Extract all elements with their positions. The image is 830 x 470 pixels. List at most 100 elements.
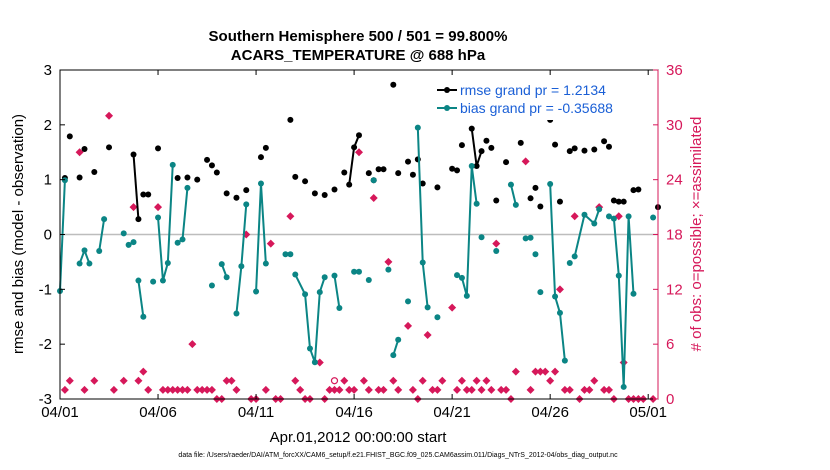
bias-point — [292, 271, 299, 278]
x-tick-label: 04/16 — [335, 404, 373, 421]
y2-tick-label: 0 — [666, 391, 674, 408]
bias-point — [208, 282, 215, 289]
rmse-point — [483, 137, 490, 144]
obs-count-marker — [448, 303, 457, 312]
rmse-point — [155, 145, 162, 152]
bias-line-segment — [59, 180, 66, 292]
obs-count-marker — [482, 376, 491, 385]
bias-point — [650, 214, 657, 221]
rmse-line-segment — [132, 154, 140, 220]
bias-point — [385, 266, 392, 273]
bias-point — [130, 239, 137, 246]
obs-count-marker — [502, 385, 511, 394]
obs-count-marker — [80, 385, 89, 394]
obs-count-marker — [590, 376, 599, 385]
legend: rmse grand pr = 1.2134 bias grand pr = -… — [434, 78, 656, 120]
x-axis-label: Apr.01,2012 00:00:00 start — [270, 429, 448, 446]
obs-count-marker — [232, 385, 241, 394]
bias-line-segment — [235, 204, 248, 314]
obs-count-marker — [227, 376, 236, 385]
obs-count-marker — [355, 148, 363, 157]
rmse-point — [395, 170, 402, 177]
obs-count-marker — [570, 212, 579, 221]
rmse-point — [351, 144, 358, 151]
rmse-point — [620, 198, 627, 205]
bias-point — [532, 251, 539, 258]
obs-count-marker — [188, 340, 197, 349]
rmse-point — [223, 190, 230, 197]
bias-point — [414, 124, 421, 131]
obs-count-marker — [119, 376, 128, 385]
bias-point — [478, 234, 485, 241]
obs-count-marker — [266, 239, 275, 248]
rmse-point — [615, 198, 622, 205]
bias-point — [61, 177, 68, 184]
bias-point — [596, 206, 603, 213]
x-tick-label: 05/01 — [629, 404, 667, 421]
y-tick-label: 1 — [44, 172, 52, 189]
rmse-point — [365, 170, 372, 177]
obs-count-marker — [345, 385, 354, 394]
obs-count-marker — [467, 385, 476, 394]
rmse-point — [356, 132, 362, 139]
y-tick-label: -2 — [39, 336, 52, 353]
obs-count-marker — [350, 385, 359, 394]
rmse-point — [610, 197, 617, 204]
bias-line-segment — [98, 218, 106, 252]
rmse-point — [81, 145, 88, 152]
obs-count-marker — [364, 385, 373, 394]
bias-point — [356, 268, 362, 275]
bias-line-segment — [416, 127, 429, 308]
obs-count-marker — [154, 203, 163, 212]
bias-point — [86, 260, 93, 267]
rmse-point — [566, 148, 573, 155]
bias-point — [507, 181, 514, 188]
obs-count-marker — [198, 385, 207, 394]
bias-point — [223, 274, 230, 281]
bias-point — [155, 214, 162, 221]
obs-count-marker — [134, 376, 143, 385]
chart-subtitle: ACARS_TEMPERATURE @ 688 hPa — [231, 47, 486, 64]
obs-count-marker — [296, 385, 305, 394]
obs-count-marker — [389, 376, 398, 385]
rmse-point — [375, 166, 382, 173]
bias-point — [306, 345, 313, 352]
obs-count-marker — [497, 385, 506, 394]
obs-count-marker — [551, 367, 560, 376]
bias-point — [454, 272, 461, 279]
bias-point — [218, 261, 225, 268]
rmse-point — [517, 139, 524, 146]
rmse-point — [130, 151, 137, 158]
rmse-point — [331, 186, 338, 193]
bias-point — [552, 293, 559, 300]
obs-count-marker — [541, 367, 550, 376]
bias-point — [316, 289, 323, 296]
obs-count-marker — [394, 385, 403, 394]
rmse-point — [341, 169, 348, 176]
obs-count-marker — [340, 376, 349, 385]
bias-point — [556, 309, 563, 316]
rmse-point — [581, 147, 588, 154]
obs-count-marker — [560, 385, 569, 394]
obs-count-marker — [423, 331, 432, 340]
bias-point — [620, 383, 627, 390]
rmse-point — [346, 181, 353, 188]
obs-count-marker — [438, 376, 447, 385]
rmse-point — [409, 171, 416, 178]
obs-count-marker — [374, 385, 383, 394]
obs-count-marker — [60, 385, 69, 394]
bias-line-segment — [333, 275, 341, 309]
obs-count-marker — [546, 376, 555, 385]
rmse-point — [591, 146, 598, 153]
obs-count-marker — [222, 376, 231, 385]
bias-point — [493, 247, 500, 254]
rmse-point — [287, 116, 294, 123]
x-tick-label: 04/01 — [41, 404, 79, 421]
obs-count-marker — [330, 385, 339, 394]
bias-point — [164, 260, 171, 267]
obs-count-marker — [193, 385, 202, 394]
bias-point — [630, 290, 637, 297]
y2-tick-label: 30 — [666, 117, 683, 134]
obs-count-marker — [315, 358, 324, 367]
obs-count-marker — [261, 385, 270, 394]
